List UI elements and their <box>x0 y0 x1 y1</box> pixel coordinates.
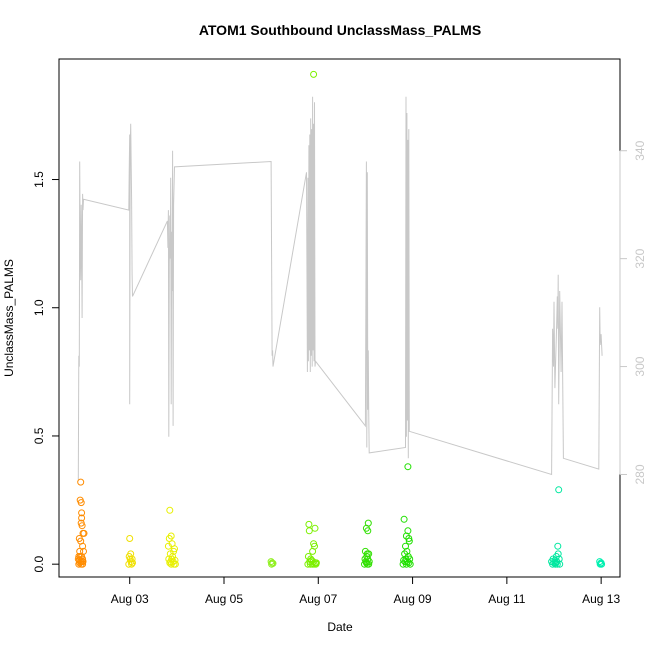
data-point <box>79 542 87 550</box>
data-point <box>129 559 136 567</box>
data-point <box>167 560 175 568</box>
secondary-series-layer <box>77 96 603 480</box>
data-point <box>75 560 83 568</box>
data-point <box>404 463 412 471</box>
y-axis-label: UnclassMass_PALMS <box>2 259 16 377</box>
data-point <box>78 509 86 517</box>
data-point <box>405 535 413 542</box>
x-tick-label: Aug 11 <box>488 592 525 606</box>
y-axis: 0.0 0.5 1.0 1.5 <box>32 171 60 573</box>
data-point <box>165 535 173 542</box>
x-axis-label: Date <box>327 620 353 634</box>
x-axis: Aug 03 Aug 05 Aug 07 Aug 09 Aug 11 Aug 13 <box>111 576 620 606</box>
data-point <box>549 560 557 568</box>
data-point <box>399 560 407 568</box>
data-point <box>554 542 562 550</box>
data-point <box>125 560 133 568</box>
y-tick-label: 1.0 <box>32 299 46 316</box>
data-point <box>164 542 172 550</box>
data-point <box>310 70 318 78</box>
data-point <box>77 499 85 507</box>
data-point <box>598 560 606 568</box>
data-point <box>269 559 277 567</box>
primary-series-layer <box>74 70 606 568</box>
data-point <box>309 547 317 555</box>
data-point <box>166 506 174 514</box>
data-point <box>312 559 320 567</box>
data-point <box>364 527 372 535</box>
data-point <box>128 560 136 568</box>
y-tick-label: 1.5 <box>32 171 46 188</box>
x-tick-label: Aug 09 <box>394 592 432 606</box>
y2-axis: 280 300 320 340 <box>619 140 647 484</box>
y2-tick-label: 320 <box>633 248 647 268</box>
x-tick-label: Aug 05 <box>205 592 243 606</box>
data-point <box>268 560 276 568</box>
data-point <box>126 535 134 542</box>
y-tick-label: 0.5 <box>32 427 46 444</box>
y2-tick-label: 300 <box>633 356 647 376</box>
data-point <box>305 527 313 535</box>
data-point <box>551 560 559 568</box>
data-point <box>402 542 409 550</box>
chart-title: ATOM1 Southbound UnclassMass_PALMS <box>199 22 481 38</box>
data-point <box>361 560 368 568</box>
data-point <box>402 560 410 568</box>
data-point <box>553 560 561 568</box>
x-tick-label: Aug 13 <box>582 592 620 606</box>
x-tick-label: Aug 03 <box>111 592 149 606</box>
data-point <box>79 560 87 568</box>
data-point <box>597 559 605 567</box>
data-point <box>405 537 413 545</box>
data-point <box>80 529 88 537</box>
data-point <box>171 560 179 568</box>
data-point <box>77 478 85 486</box>
data-point <box>78 522 86 530</box>
data-point <box>406 560 414 568</box>
data-point <box>400 515 408 523</box>
data-point <box>267 558 275 566</box>
data-point <box>311 524 319 532</box>
data-point <box>556 560 564 568</box>
y2-tick-label: 340 <box>633 140 647 160</box>
y2-tick-label: 280 <box>633 464 647 484</box>
y-tick-label: 0.0 <box>32 556 46 573</box>
data-point <box>78 514 86 522</box>
secondary-series-line <box>77 96 603 480</box>
x-tick-label: Aug 07 <box>299 592 337 606</box>
data-point <box>365 560 373 568</box>
data-point <box>555 486 563 494</box>
